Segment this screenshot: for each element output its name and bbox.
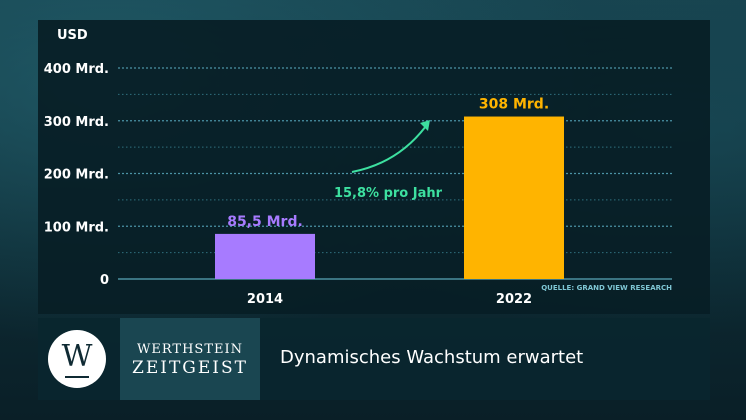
y-tick-label: 100 Mrd. <box>44 220 109 235</box>
chart-panel <box>38 20 710 314</box>
footer-bar: W WERTHSTEIN ZEITGEIST Dynamisches Wachs… <box>38 318 710 400</box>
data-label: 308 Mrd. <box>479 97 549 113</box>
brand-name-line1: WERTHSTEIN <box>137 342 243 357</box>
y-tick-label: 200 Mrd. <box>44 168 109 183</box>
source-note: QUELLE: GRAND VIEW RESEARCH <box>541 284 672 292</box>
x-tick-label: 2014 <box>247 292 283 307</box>
brand-box: WERTHSTEIN ZEITGEIST <box>120 318 260 400</box>
chart-subtitle: Dynamisches Wachstum erwartet <box>280 347 584 368</box>
growth-annotation: 15,8% pro Jahr <box>334 186 443 201</box>
bar-2014 <box>215 233 315 279</box>
x-tick-label: 2022 <box>496 292 532 307</box>
logo-underline <box>65 376 89 378</box>
y-tick-label: 0 <box>100 273 109 288</box>
y-tick-label: 400 Mrd. <box>44 62 109 77</box>
y-tick-label: 300 Mrd. <box>44 115 109 130</box>
data-label: 85,5 Mrd. <box>227 214 303 230</box>
bar-2022 <box>464 116 564 279</box>
growth-arrow <box>351 125 427 173</box>
logo: W <box>48 330 106 388</box>
y-axis-unit-label: USD <box>57 28 88 43</box>
bar-chart: USD 0 100 Mrd. 200 Mrd. 300 Mrd. 400 Mrd. 85,5… <box>44 28 672 307</box>
logo-letter: W <box>61 339 93 374</box>
brand-name-line2: ZEITGEIST <box>132 358 248 378</box>
growth-arrowhead <box>420 120 430 131</box>
